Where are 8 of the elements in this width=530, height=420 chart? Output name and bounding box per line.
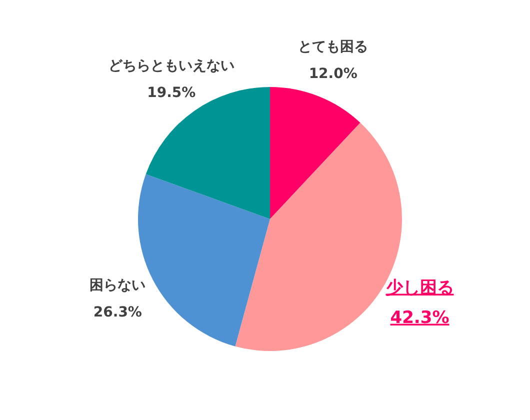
slice-label: 少し困る [386,278,454,298]
data-label: 19.5% [147,85,196,102]
slice-label: とても困る [298,38,368,55]
data-label: 26.3% [93,304,142,321]
slice-label: 困らない [90,278,146,294]
data-label: 12.0% [308,66,358,82]
data-label: 42.3% [390,308,450,328]
slice-label: どちらともいえない [108,58,234,74]
